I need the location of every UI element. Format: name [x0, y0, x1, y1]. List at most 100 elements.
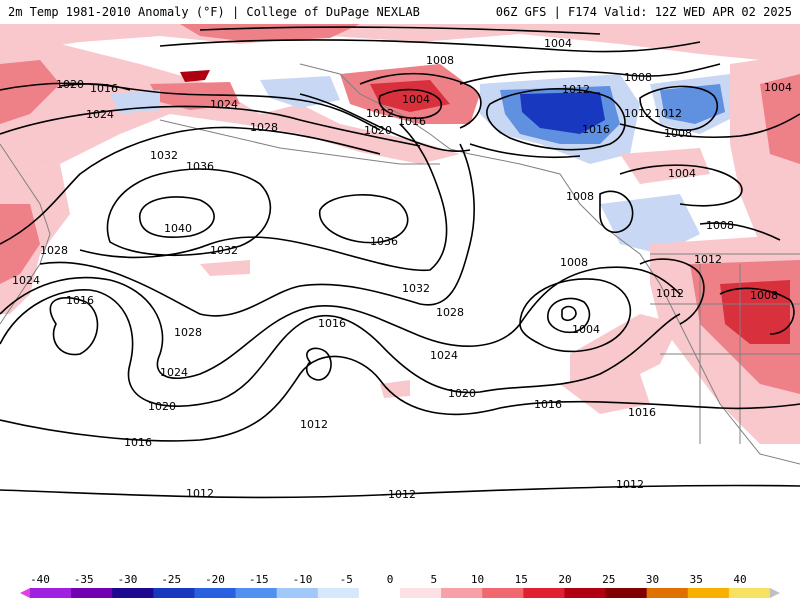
legend-labels: -40 -35 -30 -25 -20 -15 -10 -5 0 5 10 15 20 25 30 35 40: [0, 573, 800, 587]
isobar-1008-coast: [599, 190, 634, 234]
isobar-1012-coast: [639, 258, 705, 325]
isobar-label: 1016: [534, 398, 562, 411]
isobar-1036-west: [106, 168, 272, 257]
isobar-1004-low-offshore: [547, 297, 591, 334]
legend-tick-label: -35: [73, 573, 94, 586]
isobar-1008-sw-us: [719, 287, 795, 335]
isobar-label: 1024: [160, 366, 188, 379]
warm-anomaly-area: [760, 74, 800, 164]
legend-tick-label: -40: [30, 573, 50, 586]
canada-us-coastline: [469, 153, 800, 465]
legend-color-bar: [20, 588, 780, 598]
isobar-1008-east: [619, 113, 800, 139]
isobar-1032: [79, 123, 448, 272]
legend-tick-label: 35: [689, 573, 703, 586]
isobar-label: 1008: [566, 190, 594, 203]
alaska-coastline: [299, 63, 471, 155]
isobar-label: 1016: [582, 123, 610, 136]
isobar-label: 1024: [430, 349, 458, 362]
isobar-label: 1012: [624, 107, 652, 120]
isobar-1008-arctic: [199, 26, 601, 35]
isobar-1004-canada-east: [639, 85, 719, 131]
isobar-label: 1016: [628, 406, 656, 419]
product-title: 2m Temp 1981-2010 Anomaly (°F) | College…: [8, 5, 420, 19]
legend-tick-label: 40: [733, 573, 747, 586]
legend-swatch: [400, 588, 442, 598]
isobar-label: 1028: [250, 121, 278, 134]
color-scale-legend: -40 -35 -30 -25 -20 -15 -10 -5 0 5 10 15 20 25 30 35 40: [0, 572, 800, 600]
legend-tick-label: 0: [386, 573, 394, 586]
legend-tick-label: 5: [430, 573, 438, 586]
legend-swatch: [646, 588, 689, 598]
isobar-label: 1024: [86, 108, 114, 121]
legend-tick-label: -20: [205, 573, 225, 586]
isobar-1024-north: [0, 105, 421, 147]
isobar-1016-canada: [469, 143, 581, 159]
isobar-1000-low-offshore: [561, 305, 577, 322]
cold-anomaly-area: [520, 92, 605, 134]
legend-arrow-min: [20, 588, 30, 598]
isobar-label: 1008: [750, 289, 778, 302]
isobar-label: 1012: [616, 478, 644, 491]
isobar-label: 1012: [562, 83, 590, 96]
legend-tick-label: -5: [339, 573, 353, 586]
isobar-label: 1016: [398, 115, 426, 128]
title-bar: 2m Temp 1981-2010 Anomaly (°F) | College…: [0, 0, 800, 24]
legend-swatch: [235, 588, 278, 598]
aleutian-chain: [159, 119, 440, 165]
legend-swatch: [441, 588, 483, 598]
isobar-label: 1008: [560, 256, 588, 269]
cold-anomaly-area: [600, 194, 700, 254]
legend-swatch: [687, 588, 730, 598]
map-panel[interactable]: 1020 1016 1024 1024 1028 1032 1036 1040 …: [0, 24, 800, 572]
legend-tick-label: 15: [514, 573, 528, 586]
isobar-1036-east: [319, 194, 409, 244]
isobar-1020: [0, 289, 681, 407]
legend-arrow-max: [770, 588, 780, 598]
isobar-1016-high-west: [49, 297, 99, 356]
coastlines: [0, 63, 800, 465]
legend-tick-label: 20: [558, 573, 572, 586]
isobar-label: 1012: [654, 107, 682, 120]
legend-swatch: [276, 588, 319, 598]
anomaly-map[interactable]: 1020 1016 1024 1024 1028 1032 1036 1040 …: [0, 24, 800, 572]
isobar-label: 1028: [174, 326, 202, 339]
warm-anomaly-area: [0, 24, 800, 64]
isobar-label: 1040: [164, 222, 192, 235]
legend-swatch: [482, 588, 524, 598]
legend-swatch: [112, 588, 154, 598]
isobar-label: 1020: [148, 400, 176, 413]
legend-swatch: [194, 588, 237, 598]
isobar-label: 1004: [572, 323, 600, 336]
isobar-1008-low-offshore: [519, 278, 632, 353]
isobar-1008-interior: [699, 222, 781, 241]
legend-tick-label: -10: [292, 573, 313, 586]
legend-tick-label: -25: [161, 573, 182, 586]
isobar-1028-north: [0, 126, 381, 245]
isobar-label: 1008: [706, 219, 734, 232]
legend-swatch: [358, 588, 401, 598]
legend-tick-label: -30: [117, 573, 138, 586]
isobar-label: 1020: [364, 124, 392, 137]
legend-swatch: [30, 588, 72, 598]
isobar-1016-south: [0, 355, 800, 442]
isobar-label: 1012: [694, 253, 722, 266]
isobar-label: 1028: [40, 244, 68, 257]
isobar-label: 1012: [300, 418, 328, 431]
isobar-1012-canada: [486, 88, 626, 151]
cold-anomaly-area: [660, 84, 725, 124]
isobar-label: 1008: [624, 71, 652, 84]
isobar-1008-canada: [459, 63, 721, 85]
warm-anomaly-area: [0, 44, 460, 174]
isobar-label: 1020: [56, 78, 84, 91]
legend-swatch: [605, 588, 648, 598]
warm-anomaly-area: [570, 314, 680, 394]
isobar-labels: 1020 1016 1024 1024 1028 1032 1036 1040 …: [12, 37, 792, 501]
state-border: [650, 253, 800, 444]
isobar-1012-south: [0, 484, 800, 499]
warm-anomaly-area: [0, 60, 60, 124]
isobar-label: 1004: [402, 93, 430, 106]
legend-swatch: [523, 588, 565, 598]
legend-swatch: [728, 588, 771, 598]
isobar-label: 1012: [656, 287, 684, 300]
